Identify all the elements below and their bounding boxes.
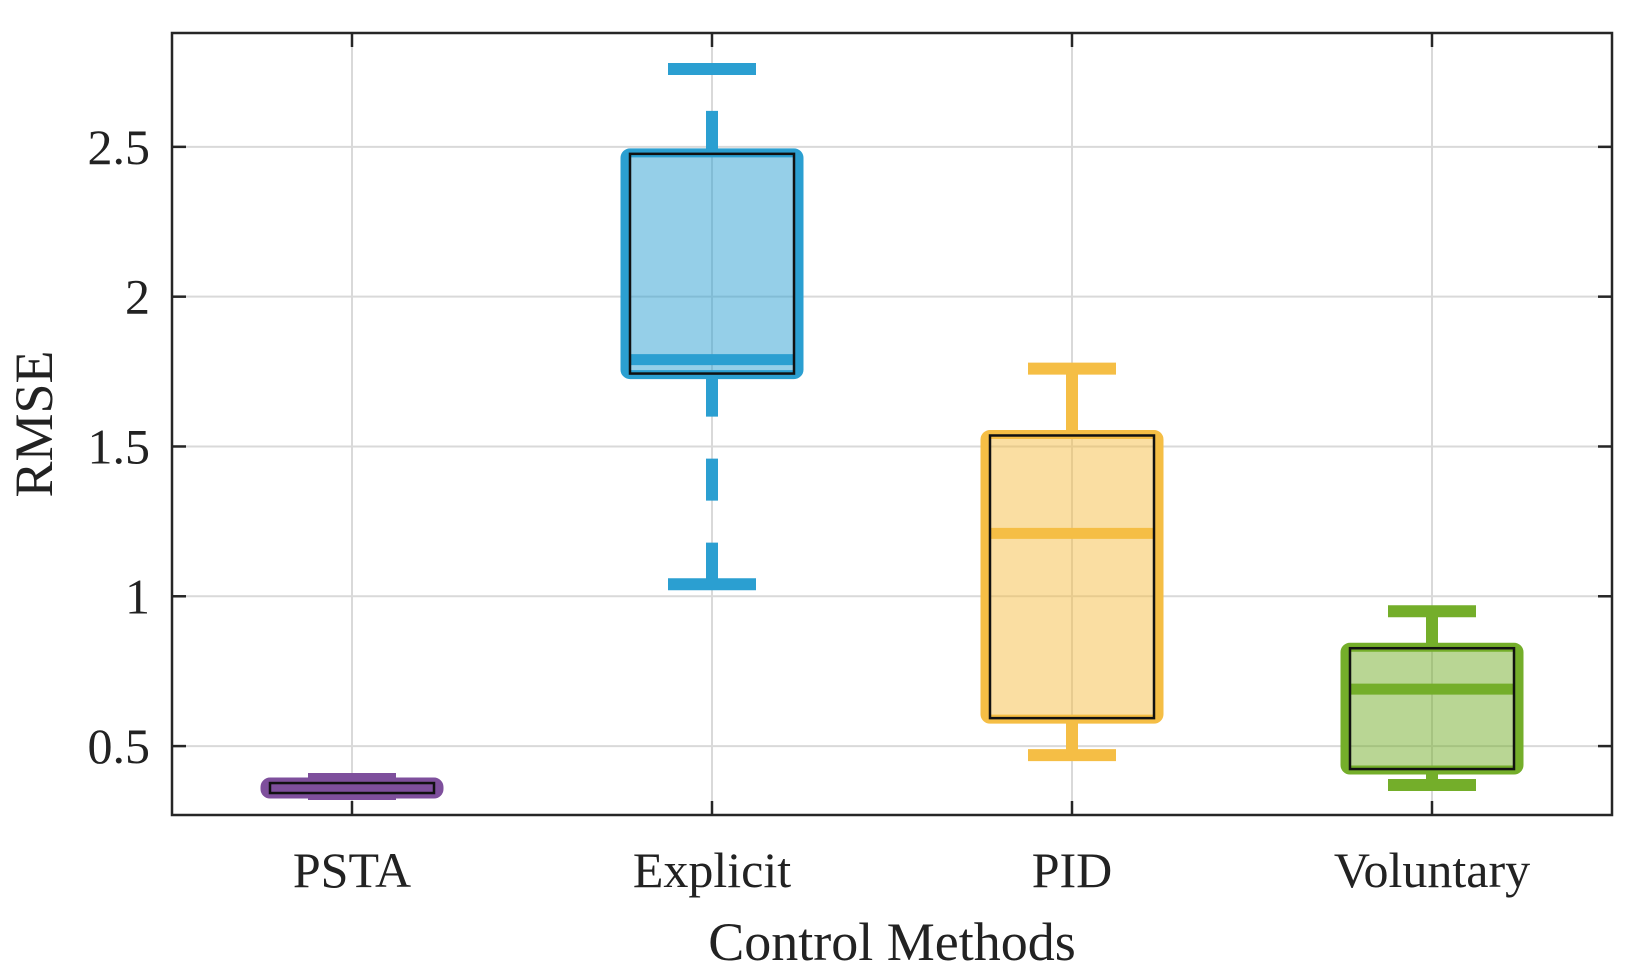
y-axis-label: RMSE xyxy=(4,350,64,497)
x-tick-label: PID xyxy=(1032,842,1113,898)
box-layer xyxy=(260,62,1524,801)
box-body xyxy=(980,429,1164,724)
y-tick-label: 1.5 xyxy=(88,418,151,474)
box-body xyxy=(620,148,804,380)
plot-frame xyxy=(170,31,1614,817)
box-outline xyxy=(628,152,796,375)
box-explicit xyxy=(620,62,804,591)
box-voluntary xyxy=(1340,605,1524,792)
box-psta xyxy=(260,773,444,801)
x-axis-label: Control Methods xyxy=(708,912,1076,972)
y-tick-label: 1 xyxy=(125,568,150,624)
y-tick-label: 2.5 xyxy=(88,119,151,175)
box-outline xyxy=(1348,646,1516,771)
grid-layer xyxy=(172,33,1612,815)
y-tick-label: 2 xyxy=(125,269,150,325)
box-outline xyxy=(268,781,436,795)
tick-layer: 0.5 1 1.5 2 2.5 PSTA Explicit PID Voluntary xyxy=(88,33,1612,898)
x-tick-label: Voluntary xyxy=(1334,842,1530,898)
box-outline xyxy=(988,434,1156,720)
box-body xyxy=(1340,642,1524,775)
y-tick-label: 0.5 xyxy=(88,718,151,774)
x-tick-label: Explicit xyxy=(633,842,791,898)
x-tick-label: PSTA xyxy=(293,842,411,898)
box-pid xyxy=(980,362,1164,762)
